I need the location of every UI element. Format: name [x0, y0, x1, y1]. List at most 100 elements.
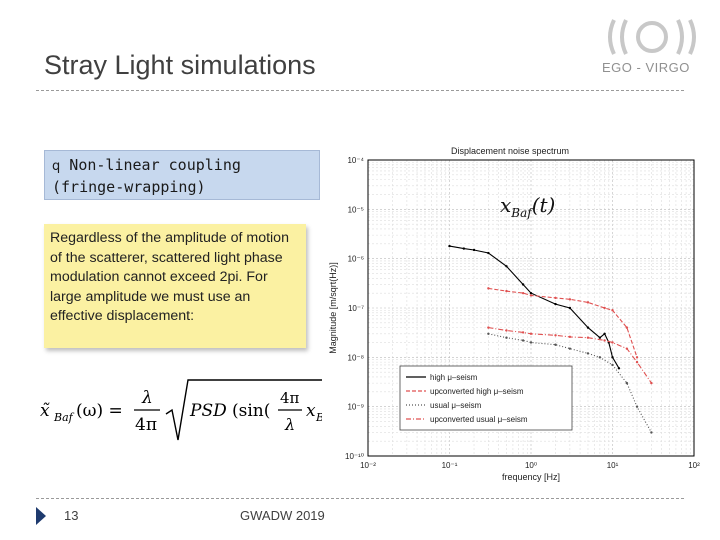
org-label: EGO - VIRGO: [602, 60, 690, 75]
bullet-text-line1: Non-linear coupling: [69, 156, 241, 174]
series-point: [650, 381, 653, 385]
series-point: [505, 329, 508, 332]
series-point: [487, 326, 490, 329]
svg-text:4π: 4π: [135, 415, 157, 435]
series-point: [554, 343, 557, 346]
slide-title: Stray Light simulations: [44, 50, 316, 80]
series-point: [625, 326, 629, 329]
series-point: [635, 356, 639, 359]
series-point: [554, 296, 557, 300]
x-axis-label: frequency [Hz]: [502, 472, 560, 482]
series-point: [529, 341, 533, 344]
svg-text:λ: λ: [141, 388, 153, 408]
y-tick-label: 10⁻⁸: [348, 353, 365, 362]
y-tick-label: 10⁻¹⁰: [345, 452, 364, 461]
x-tick-label: 10⁰: [525, 461, 537, 470]
series-point: [625, 347, 629, 350]
svg-text:(ω) =: (ω) =: [76, 401, 123, 421]
svg-text:PSD: PSD: [189, 401, 227, 421]
series-point: [472, 248, 476, 252]
series-line: [488, 287, 638, 358]
svg-text:4π: 4π: [280, 389, 300, 407]
series-point: [521, 283, 525, 286]
series-point: [521, 331, 525, 334]
svg-text:Baf: Baf: [53, 411, 75, 424]
series-point: [625, 381, 629, 385]
series-point: [635, 360, 639, 364]
y-tick-label: 10⁻⁹: [347, 403, 364, 412]
series-point: [487, 251, 490, 255]
legend-entry: high μ–seism: [430, 373, 478, 382]
note-text: Regardless of the amplitude of motion of…: [50, 230, 289, 324]
series-point: [603, 339, 606, 342]
note-box: Regardless of the amplitude of motion of…: [44, 224, 306, 348]
bullet-icon: q: [52, 159, 61, 174]
virgo-logo: [600, 12, 704, 62]
series-point: [448, 244, 451, 248]
series-point: [586, 336, 590, 339]
y-tick-label: 10⁻⁶: [348, 255, 364, 264]
series-point: [598, 336, 602, 339]
series-point: [611, 309, 614, 312]
series-point: [586, 326, 590, 329]
series-point: [529, 332, 533, 335]
series-line: [488, 327, 652, 384]
bullet-box: q Non-linear coupling (fringe-wrapping): [44, 150, 320, 200]
series-point: [529, 291, 533, 295]
x-tick-label: 10²: [688, 461, 700, 470]
series-point: [521, 339, 525, 342]
series-point: [487, 287, 490, 290]
displacement-noise-plot: Displacement noise spectrum 10⁻² 10⁻¹ 10⁰ 1…: [322, 140, 710, 492]
inset-label: xBaf(t): [500, 193, 555, 220]
series-point: [635, 405, 639, 408]
series-point: [650, 431, 653, 434]
x-tick-label: 10¹: [607, 461, 619, 470]
page-number: 13: [64, 508, 79, 523]
series-point: [568, 335, 572, 339]
bullet-text-line2: (fringe-wrapping): [52, 178, 206, 196]
y-tick-label: 10⁻⁵: [348, 205, 364, 214]
y-tick-label: 10⁻⁴: [347, 156, 364, 165]
series-point: [521, 291, 525, 295]
series-point: [603, 306, 606, 310]
series-point: [586, 352, 590, 355]
series-point: [611, 356, 614, 359]
series-point: [611, 363, 614, 367]
x-tick-label: 10⁻¹: [442, 461, 458, 470]
legend-entry: usual μ–seism: [430, 401, 482, 410]
series-point: [603, 332, 606, 335]
svg-text:λ: λ: [284, 415, 295, 434]
series-point: [568, 306, 572, 310]
conference-name: GWADW 2019: [240, 508, 325, 523]
legend-entry: upconverted usual μ–seism: [430, 415, 528, 424]
chart-grid: [367, 160, 694, 457]
series-point: [554, 302, 557, 306]
svg-text:x: x: [306, 401, 316, 421]
series-point: [598, 356, 602, 359]
series-point: [529, 294, 533, 297]
series-line: [488, 333, 652, 433]
svg-text:x̃: x̃: [40, 401, 50, 421]
svg-text:(sin(: (sin(: [232, 401, 270, 421]
chart-legend: high μ–seism upconverted high μ–seism usua…: [399, 365, 573, 431]
footer-divider: [36, 498, 684, 499]
series-point: [505, 336, 508, 339]
series-point: [487, 332, 490, 335]
series-point: [586, 301, 590, 304]
chart-title: Displacement noise spectrum: [451, 146, 569, 156]
series-point: [505, 265, 508, 268]
series-point: [568, 298, 572, 301]
series-point: [554, 334, 557, 337]
header-divider: [36, 90, 684, 91]
series-point: [611, 341, 614, 344]
chart-ticks: 10⁻² 10⁻¹ 10⁰ 10¹ 10² 10⁻⁴ 10⁻⁵ 10⁻⁶ 10⁻⁷ 10⁻⁸ 10⁻…: [345, 156, 700, 470]
series-point: [617, 367, 621, 370]
series-point: [462, 247, 466, 250]
y-axis-label: Magnitude [m/sqrt(Hz)]: [328, 262, 338, 354]
x-tick-label: 10⁻²: [360, 461, 376, 470]
series-point: [505, 289, 508, 293]
series-point: [568, 347, 572, 350]
legend-entry: upconverted high μ–seism: [430, 387, 524, 396]
footer-arrow-icon: [36, 507, 46, 525]
chart-series: [448, 244, 653, 434]
